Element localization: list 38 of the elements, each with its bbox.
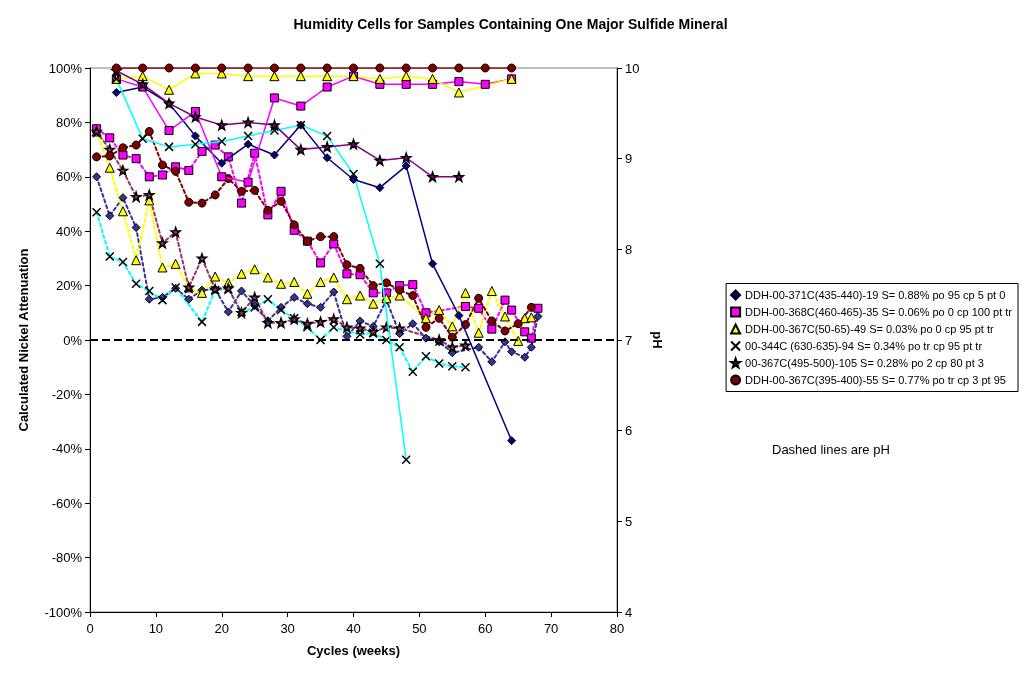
y-tick-label: 20% (55, 278, 83, 294)
x-tick-label: 60 (478, 621, 493, 636)
y2-tick-label: 4 (625, 604, 633, 620)
legend-label: DDH-00-368C(460-465)-35 S= 0.06% po 0 cp 100 pt tr (745, 306, 1013, 318)
x-tick-label: 50 (412, 621, 427, 636)
y-tick-label: 0% (63, 332, 83, 348)
y2-tick-label: 5 (625, 513, 633, 529)
x-tick-label: 40 (346, 621, 361, 636)
text: Dashed lines are pH (772, 442, 890, 457)
legend-label: DDH-00-371C(435-440)-19 S= 0.88% po 95 cp 5 pt 0 (745, 289, 1006, 301)
x-axis-title: Cycles (weeks) (306, 643, 401, 658)
y-tick-label: 60% (55, 169, 83, 185)
legend-label: DDH-00-367C(50-65)-49 S= 0.03% po 0 cp 95 pt tr (745, 323, 994, 335)
legend-label: 00-367C(495-500)-105 S= 0.28% po 2 cp 80 pt 3 (745, 357, 984, 369)
y2-tick-label: 9 (625, 151, 633, 167)
y2-tick-label: 6 (625, 423, 633, 439)
x-tick-label: 80 (609, 621, 625, 636)
y-axis-title: Calculated Nickel Attenuation (16, 248, 31, 432)
chart-title: Humidity Cells for Samples Containing One Major Sulfide Mineral (293, 16, 728, 32)
y-tick-label: -80% (51, 550, 83, 566)
y-tick-label: 80% (55, 114, 83, 130)
x-tick-label: 30 (280, 621, 295, 636)
x-tick-label: 70 (543, 621, 559, 636)
y2-axis-title: pH (650, 331, 665, 349)
legend-label: DDH-00-367C(395-400)-55 S= 0.77% po tr cp 3 pt 95 (745, 374, 1006, 386)
y-tick-label: -40% (51, 441, 83, 457)
x-tick-label: 10 (148, 621, 164, 636)
x-tick-label: 20 (214, 621, 229, 636)
y-tick-label: -100% (44, 604, 83, 620)
y2-tick-label: 7 (625, 332, 633, 348)
legend-label: 00-344C (630-635)-94 S= 0.34% po tr cp 95 pt tr (745, 340, 983, 352)
y2-tick-label: 10 (625, 60, 640, 76)
y-tick-label: -60% (51, 495, 83, 511)
y2-tick-label: 8 (625, 241, 633, 257)
y-tick-label: 40% (55, 223, 83, 239)
y-tick-label: 100% (48, 60, 83, 76)
x-tick-label: 0 (86, 621, 94, 636)
y-tick-label: -20% (51, 386, 83, 402)
